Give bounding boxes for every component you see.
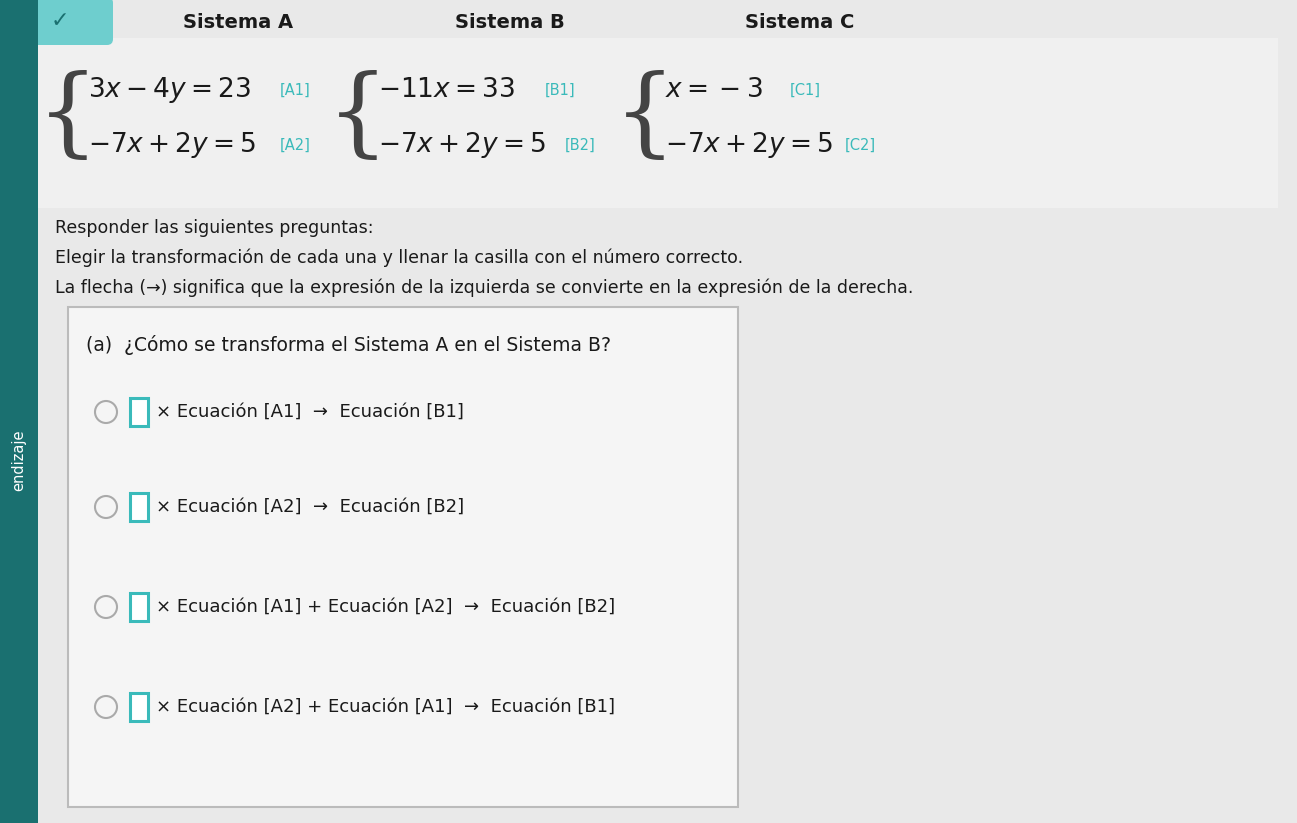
Text: {: { <box>327 70 389 164</box>
Text: La flecha (→) significa que la expresión de la izquierda se convierte en la expr: La flecha (→) significa que la expresión… <box>54 279 913 297</box>
Text: [B2]: [B2] <box>565 137 595 152</box>
Text: (a)  ¿Cómo se transforma el Sistema A en el Sistema B?: (a) ¿Cómo se transforma el Sistema A en … <box>86 335 611 355</box>
Text: [C2]: [C2] <box>846 137 877 152</box>
Text: $3x-4y=23$: $3x-4y=23$ <box>88 75 250 105</box>
Bar <box>38 38 1278 208</box>
Text: Elegir la transformación de cada una y llenar la casilla con el número correcto.: Elegir la transformación de cada una y l… <box>54 249 743 267</box>
Text: $-11x=33$: $-11x=33$ <box>377 77 515 103</box>
Text: $x=-3$: $x=-3$ <box>665 77 763 103</box>
Text: × Ecuación [A2] + Ecuación [A1]  →  Ecuación [B1]: × Ecuación [A2] + Ecuación [A1] → Ecuaci… <box>156 698 615 716</box>
Bar <box>0 0 38 823</box>
Text: ✓: ✓ <box>51 11 69 31</box>
Text: × Ecuación [A2]  →  Ecuación [B2]: × Ecuación [A2] → Ecuación [B2] <box>156 498 464 516</box>
Text: Sistema C: Sistema C <box>746 12 855 31</box>
FancyBboxPatch shape <box>130 398 148 426</box>
Text: {: { <box>613 70 676 164</box>
Text: Sistema B: Sistema B <box>455 12 565 31</box>
Text: [C1]: [C1] <box>790 82 821 97</box>
Text: Sistema A: Sistema A <box>183 12 293 31</box>
Text: [A1]: [A1] <box>280 82 311 97</box>
Text: {: { <box>38 70 99 164</box>
Text: × Ecuación [A1]  →  Ecuación [B1]: × Ecuación [A1] → Ecuación [B1] <box>156 403 464 421</box>
Text: $-7x+2y=5$: $-7x+2y=5$ <box>377 130 546 160</box>
Text: endizaje: endizaje <box>12 430 26 491</box>
FancyBboxPatch shape <box>67 307 738 807</box>
FancyBboxPatch shape <box>130 593 148 621</box>
Text: [B1]: [B1] <box>545 82 576 97</box>
FancyBboxPatch shape <box>0 0 113 45</box>
Text: [A2]: [A2] <box>280 137 311 152</box>
Text: × Ecuación [A1] + Ecuación [A2]  →  Ecuación [B2]: × Ecuación [A1] + Ecuación [A2] → Ecuaci… <box>156 598 615 616</box>
Text: Responder las siguientes preguntas:: Responder las siguientes preguntas: <box>54 219 374 237</box>
Text: $-7x+2y=5$: $-7x+2y=5$ <box>665 130 833 160</box>
FancyBboxPatch shape <box>130 493 148 521</box>
FancyBboxPatch shape <box>130 693 148 721</box>
Text: $-7x+2y=5$: $-7x+2y=5$ <box>88 130 256 160</box>
